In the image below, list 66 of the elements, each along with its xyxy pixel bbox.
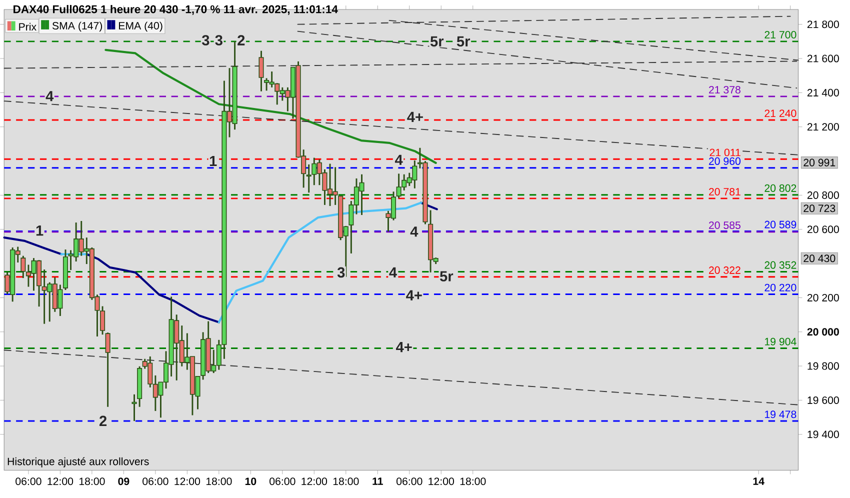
- annotation: 3: [215, 35, 222, 46]
- annotation: 4: [394, 155, 403, 166]
- annotation: 4: [46, 91, 54, 102]
- x-tick-label: 14: [753, 478, 764, 486]
- annotation: 4+: [396, 342, 412, 352]
- annotation: Historique ajusté aux rollovers: [8, 458, 149, 468]
- ref-line-label: 20 322: [709, 266, 740, 274]
- y-tick-label: 21 200: [807, 123, 839, 131]
- x-tick-label: 11: [372, 478, 383, 486]
- annotation: 20 723: [804, 204, 836, 212]
- y-tick-label: 21 600: [807, 54, 839, 62]
- annotation: 1: [36, 226, 44, 236]
- x-tick-label: 06:00: [270, 478, 296, 486]
- x-tick-label: 18:00: [333, 478, 359, 486]
- ref-line-label: 19 478: [765, 410, 796, 418]
- ref-line-label: 20 589: [764, 221, 796, 229]
- x-tick-label: 18:00: [79, 478, 105, 486]
- ref-line-label: 20 220: [764, 284, 796, 292]
- ref-line-label: 20 352: [764, 262, 796, 270]
- ref-line-label: 20 960: [709, 158, 741, 166]
- ref-line-label: 20 585: [709, 222, 740, 230]
- x-tick-label: 12:00: [428, 478, 454, 486]
- ref-line-label: 21 378: [709, 86, 740, 94]
- x-tick-label: 12:00: [48, 478, 74, 486]
- annotation: 5r: [456, 36, 470, 47]
- x-tick-label: 10: [245, 478, 256, 486]
- y-tick-label: 19 400: [808, 430, 839, 438]
- ref-line-label: 21 700: [764, 31, 796, 39]
- annotation: 4+: [407, 112, 423, 122]
- ref-line-label: 20 802: [764, 184, 796, 192]
- annotation: 20 991: [804, 159, 836, 167]
- y-tick-label: 21 400: [807, 89, 839, 97]
- y-tick-label: 20 600: [807, 226, 839, 234]
- annotation: 4+: [406, 290, 422, 301]
- annotation: 5r: [440, 271, 454, 282]
- x-tick-label: 12:00: [174, 478, 200, 486]
- ref-line-label: 21 011: [710, 148, 740, 156]
- legend-label: Prix: [19, 23, 36, 31]
- y-tick-label: 21 800: [807, 20, 839, 28]
- x-tick-label: 06:00: [396, 478, 422, 486]
- annotation: 5r: [430, 36, 444, 47]
- x-tick-label: 12:00: [302, 478, 328, 486]
- annotation: 4: [410, 226, 418, 237]
- x-tick-label: 18:00: [460, 478, 486, 486]
- x-tick-label: 06:00: [16, 478, 42, 486]
- ref-line-label: 19 904: [765, 338, 796, 346]
- ref-line-label: 20 781: [709, 188, 740, 196]
- annotation: 2: [238, 35, 245, 46]
- ref-line-label: 21 240: [764, 110, 796, 118]
- annotation: 20 430: [804, 254, 836, 262]
- x-tick-label: 18:00: [206, 478, 232, 486]
- annotation: 4: [389, 268, 397, 278]
- y-tick-label: 19 600: [808, 396, 839, 404]
- legend-label: EMA (40): [119, 22, 162, 32]
- annotation: 2: [99, 416, 107, 426]
- y-tick-label: 20 000: [807, 328, 839, 336]
- annotation: 1: [210, 156, 217, 166]
- y-tick-label: 20 200: [807, 294, 839, 302]
- annotation: 3: [202, 35, 210, 46]
- legend-label: SMA (147): [52, 22, 102, 32]
- chart-title: DAX40 Full0625 1 heure 20 430 -1,70 % 11 avr. 2025, 11:01:14: [14, 5, 338, 16]
- y-tick-label: 19 800: [808, 362, 839, 370]
- x-tick-label: 06:00: [142, 478, 168, 486]
- x-tick-label: 09: [118, 478, 130, 486]
- y-tick-label: 20 800: [807, 192, 839, 200]
- annotation: 3: [337, 267, 345, 278]
